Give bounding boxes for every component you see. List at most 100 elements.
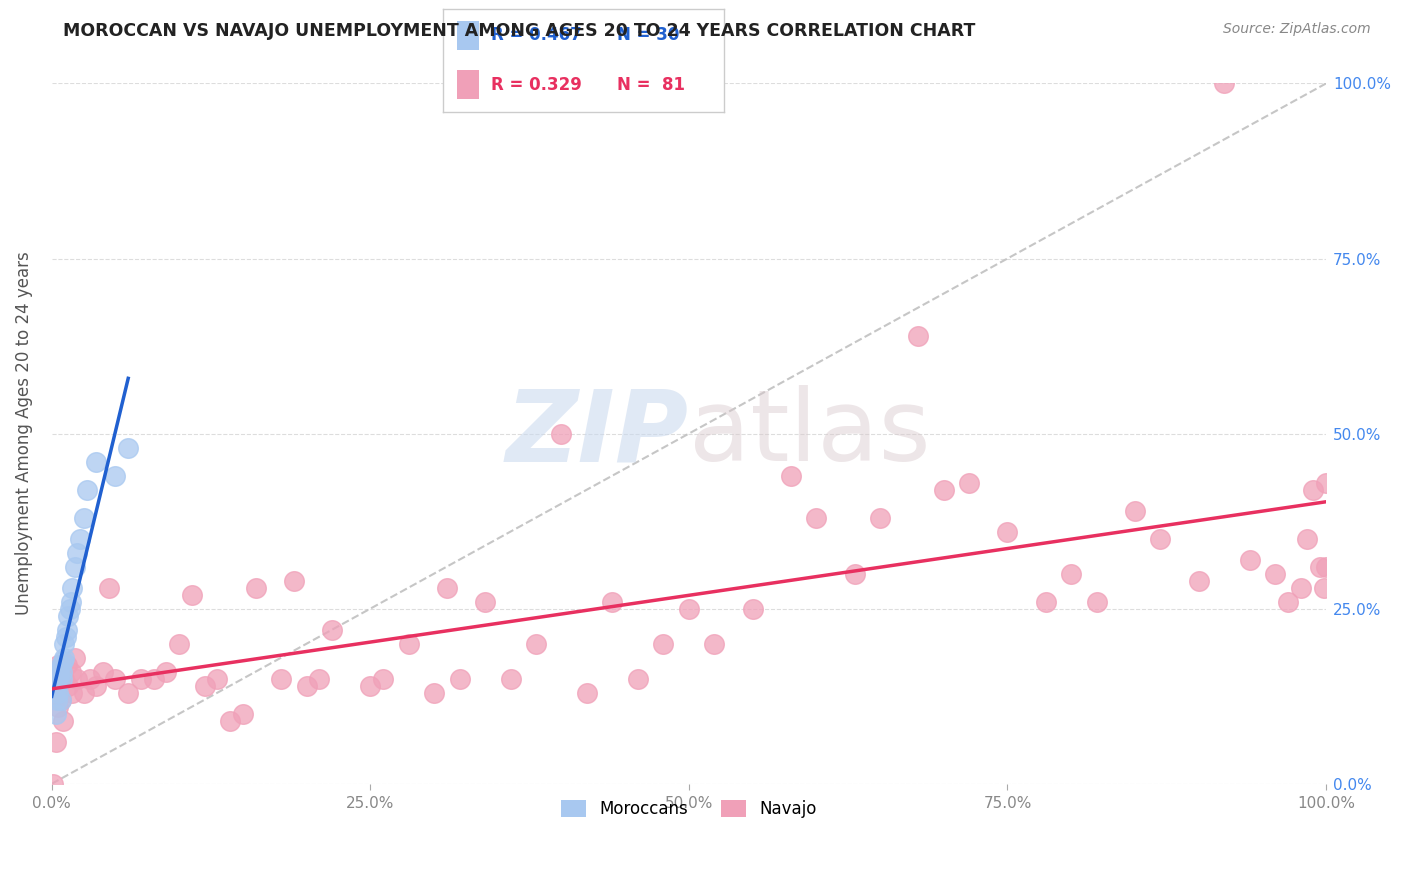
- Point: [86, 679, 108, 693]
- Point: [46, 699, 69, 714]
- Point: [45, 665, 67, 679]
- Point: [44, 672, 66, 686]
- Point: [63, 650, 86, 665]
- Point: [58, 601, 80, 615]
- Text: ZIP: ZIP: [506, 385, 689, 482]
- Point: [436, 581, 458, 595]
- Point: [86, 454, 108, 468]
- Point: [59, 595, 82, 609]
- Point: [104, 468, 127, 483]
- Point: [1277, 595, 1299, 609]
- Point: [779, 468, 801, 483]
- Point: [117, 686, 139, 700]
- Text: R = 0.467: R = 0.467: [491, 26, 582, 44]
- Point: [66, 546, 89, 560]
- Point: [371, 672, 394, 686]
- Point: [1264, 566, 1286, 581]
- Point: [703, 637, 725, 651]
- Point: [575, 686, 598, 700]
- Point: [55, 630, 77, 644]
- Point: [524, 637, 547, 651]
- Bar: [457, 70, 479, 99]
- Point: [117, 441, 139, 455]
- Point: [1315, 559, 1337, 574]
- Legend: Moroccans, Navajo: Moroccans, Navajo: [554, 793, 824, 824]
- Point: [474, 595, 496, 609]
- Point: [194, 679, 217, 693]
- Point: [678, 601, 700, 615]
- Point: [283, 574, 305, 588]
- Point: [51, 665, 73, 679]
- Point: [72, 686, 94, 700]
- Text: R = 0.329: R = 0.329: [491, 76, 582, 94]
- Point: [104, 672, 127, 686]
- Point: [155, 665, 177, 679]
- Point: [907, 328, 929, 343]
- Point: [1060, 566, 1083, 581]
- Point: [1309, 559, 1331, 574]
- Bar: [457, 21, 479, 50]
- Point: [58, 679, 80, 693]
- Point: [1302, 483, 1324, 497]
- Point: [76, 483, 98, 497]
- Point: [98, 581, 121, 595]
- Point: [869, 510, 891, 524]
- Point: [45, 706, 67, 721]
- Point: [52, 654, 75, 668]
- Y-axis label: Unemployment Among Ages 20 to 24 years: Unemployment Among Ages 20 to 24 years: [15, 252, 32, 615]
- Point: [1312, 581, 1334, 595]
- Text: atlas: atlas: [689, 385, 931, 482]
- Point: [1085, 595, 1108, 609]
- Text: N =  81: N = 81: [617, 76, 685, 94]
- Point: [1289, 581, 1312, 595]
- Point: [49, 692, 72, 706]
- Point: [66, 672, 89, 686]
- Point: [550, 426, 572, 441]
- Point: [741, 601, 763, 615]
- Point: [56, 657, 79, 672]
- Point: [72, 510, 94, 524]
- Point: [449, 672, 471, 686]
- Point: [45, 735, 67, 749]
- Point: [1149, 532, 1171, 546]
- Point: [142, 672, 165, 686]
- Point: [499, 672, 522, 686]
- Point: [844, 566, 866, 581]
- Point: [1123, 503, 1146, 517]
- Point: [45, 679, 67, 693]
- Point: [45, 692, 67, 706]
- Point: [129, 672, 152, 686]
- Point: [51, 665, 73, 679]
- Point: [321, 623, 343, 637]
- Point: [997, 524, 1019, 539]
- Point: [1239, 552, 1261, 566]
- Text: Source: ZipAtlas.com: Source: ZipAtlas.com: [1223, 22, 1371, 37]
- Point: [219, 714, 242, 728]
- Point: [48, 672, 70, 686]
- Point: [44, 686, 66, 700]
- Point: [60, 686, 83, 700]
- Point: [53, 672, 76, 686]
- Point: [69, 532, 91, 546]
- Point: [56, 623, 79, 637]
- Point: [652, 637, 675, 651]
- Point: [359, 679, 381, 693]
- Point: [806, 510, 828, 524]
- Point: [46, 657, 69, 672]
- Point: [1315, 475, 1337, 490]
- Point: [1035, 595, 1057, 609]
- Text: MOROCCAN VS NAVAJO UNEMPLOYMENT AMONG AGES 20 TO 24 YEARS CORRELATION CHART: MOROCCAN VS NAVAJO UNEMPLOYMENT AMONG AG…: [63, 22, 976, 40]
- Point: [42, 777, 65, 791]
- Point: [60, 581, 83, 595]
- Point: [53, 637, 76, 651]
- Point: [58, 608, 80, 623]
- Point: [1213, 77, 1236, 91]
- Point: [423, 686, 446, 700]
- Point: [46, 686, 69, 700]
- Text: N = 30: N = 30: [617, 26, 679, 44]
- Point: [49, 657, 72, 672]
- Point: [232, 706, 254, 721]
- Point: [181, 588, 204, 602]
- Point: [49, 692, 72, 706]
- Point: [207, 672, 229, 686]
